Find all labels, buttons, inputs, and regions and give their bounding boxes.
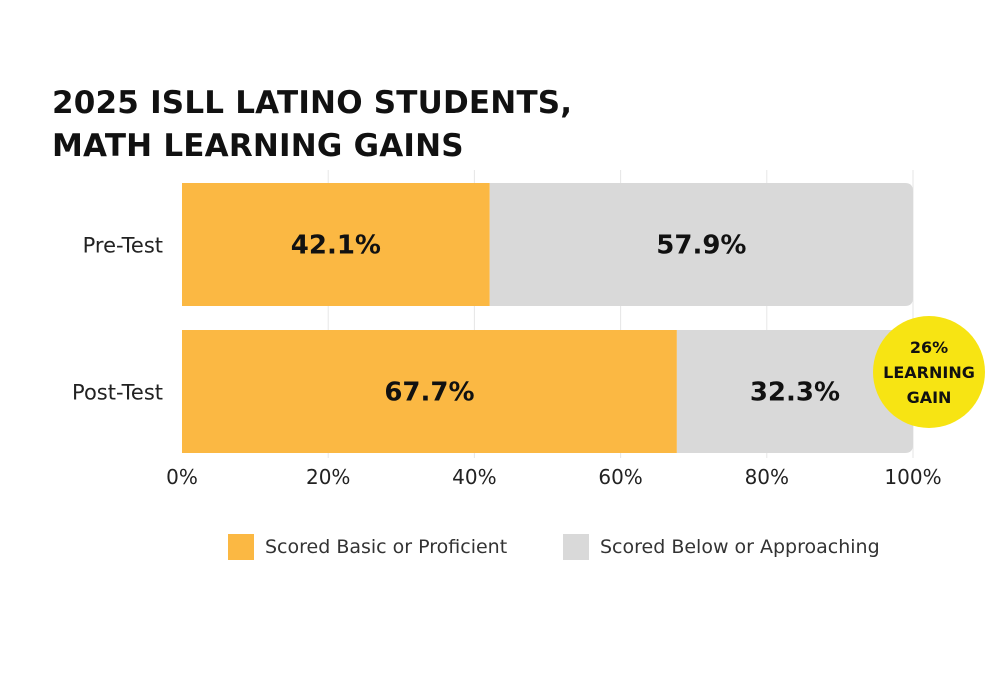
bar-below: [489, 183, 913, 306]
category-label: Post-Test: [72, 381, 163, 405]
bar-value-label: 67.7%: [384, 378, 474, 408]
learning-gain-badge: 26% LEARNING GAIN: [873, 316, 985, 428]
legend-label-below: Scored Below or Approaching: [600, 536, 880, 558]
x-tick-label: 0%: [166, 465, 198, 489]
bars: [182, 183, 913, 453]
chart-title-line-2: MATH LEARNING GAINS: [52, 128, 464, 164]
legend-swatch-below: [563, 534, 589, 560]
bar-below: [676, 330, 913, 453]
x-tick-label: 20%: [306, 465, 350, 489]
legend-item-below: Scored Below or Approaching: [563, 534, 880, 560]
bar-value-label: 57.9%: [656, 231, 746, 261]
x-tick-label: 60%: [598, 465, 642, 489]
legend-label-proficient: Scored Basic or Proficient: [265, 536, 508, 558]
labels: 0% 20% 40% 60% 80% 100% 42.1% 57.9% Pre-Test 67.7…: [72, 231, 942, 490]
legend-item-proficient: Scored Basic or Proficient: [228, 534, 507, 560]
legend-swatch-proficient: [228, 534, 254, 560]
x-tick-label: 40%: [452, 465, 496, 489]
chart-title: 2025 ISLL LATINO STUDENTS, MATH LEARNING…: [52, 82, 572, 168]
badge-line-learning: LEARNING: [883, 362, 975, 382]
badge-line-gain: GAIN: [906, 387, 952, 407]
x-tick-label: 100%: [884, 465, 941, 489]
bar-value-label: 42.1%: [291, 231, 381, 261]
category-label: Pre-Test: [83, 234, 163, 258]
bar-proficient: [182, 330, 677, 453]
badge-percent: 26%: [909, 337, 949, 357]
bar-proficient: [182, 183, 490, 306]
x-tick-label: 80%: [745, 465, 789, 489]
chart-title-line-1: 2025 ISLL LATINO STUDENTS,: [52, 85, 573, 121]
bar-value-label: 32.3%: [750, 378, 840, 408]
